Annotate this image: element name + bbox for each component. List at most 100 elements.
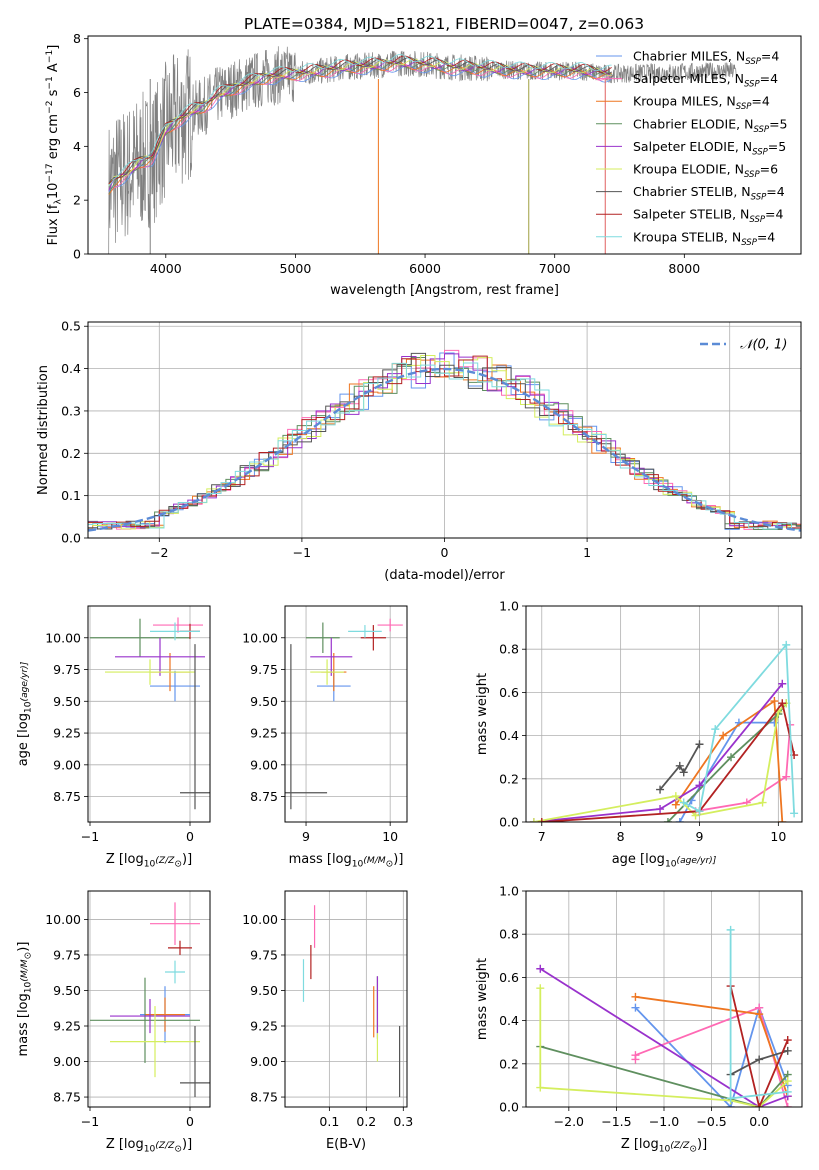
x-tick-label: 8: [617, 829, 625, 844]
legend-label: Salpeter ELODIE, NSSP=5: [633, 139, 786, 158]
y-tick-label: 9.75: [250, 662, 278, 677]
x-tick-label: 8000: [668, 261, 700, 276]
weight-marker: [671, 792, 680, 801]
legend-label: Chabrier ELODIE, NSSP=5: [633, 116, 788, 135]
weight-marker: [679, 798, 688, 807]
weight-marker: [758, 798, 767, 807]
weight-marker: [679, 768, 688, 777]
plot-area-age-vs-Z: [88, 606, 210, 822]
weight-marker: [778, 699, 787, 708]
y-tick-label: 2: [73, 193, 81, 208]
x-axis-label: (data-model)/error: [384, 568, 505, 583]
weight-line: [540, 1045, 789, 1107]
axes-mass-vs-EBV: 0.1 0.2 0.3 8.75 9.00 9.25 9.50 9.75 10.00 E(B-V): [242, 890, 413, 1152]
y-tick-label: 10.00: [45, 912, 81, 927]
x-tick-label: −2.0: [554, 1114, 584, 1129]
y-tick-label: 0: [73, 247, 81, 262]
y-tick-label: 8.75: [250, 789, 278, 804]
axes-frame: [284, 605, 408, 823]
axes-frame: [525, 605, 803, 823]
weight-marker: [755, 1010, 764, 1019]
y-tick-label: 9.25: [53, 1019, 81, 1034]
legend-label: Chabrier MILES, NSSP=4: [633, 49, 779, 68]
normal-curve: [88, 367, 801, 532]
weight-marker: [778, 818, 787, 822]
axes-weight-vs-age: 7 8 9 10 0.0 0.2 0.4 0.6 0.8 1.0 age [log10(age/yr…: [475, 599, 803, 870]
axes-age-vs-mass: 9 10 8.75 9.00 9.25 9.50 9.75 10.00 mass [log10(…: [242, 605, 408, 870]
y-axis-label: mass [log10(M/M⊙)]: [16, 942, 34, 1057]
y-axis-label: mass weight: [475, 958, 490, 1040]
legend-label: Kroupa STELIB, NSSP=4: [633, 229, 775, 248]
weight-marker: [727, 753, 736, 762]
y-tick-label: 1.0: [499, 599, 519, 614]
weight-marker: [778, 679, 787, 688]
weight-marker: [783, 1077, 792, 1086]
weight-marker: [726, 925, 735, 934]
plot-area-weight-vs-age: [526, 606, 802, 822]
y-tick-label: 0.4: [499, 1013, 519, 1028]
x-tick-label: 0: [441, 545, 449, 560]
plot-area-weight-vs-Z: [526, 891, 802, 1107]
y-tick-label: 9.50: [53, 983, 81, 998]
axes-frame: [87, 605, 211, 823]
weight-marker: [755, 1103, 764, 1107]
axes-residuals: −2 −1 0 1 2 0.0 0.1 0.2 0.3 0.4 0.5 (data-model)/er…: [36, 319, 802, 583]
y-tick-label: 8.75: [250, 1090, 278, 1105]
y-tick-label: 9.25: [250, 1019, 278, 1034]
x-tick-label: 0.1: [319, 1114, 339, 1129]
weight-marker: [675, 761, 684, 770]
y-axis-label: Flux [fλ10−17 erg cm−2 s−1 A−1]: [45, 45, 64, 246]
weight-line: [539, 968, 789, 1107]
y-tick-label: 0.2: [61, 446, 81, 461]
y-tick-label: 1.0: [499, 884, 519, 899]
weight-marker: [695, 807, 704, 816]
y-tick-label: 9.75: [53, 947, 81, 962]
y-tick-label: 0.6: [499, 685, 519, 700]
x-tick-label: −1.5: [601, 1114, 631, 1129]
y-tick-label: 0.0: [61, 531, 81, 546]
y-tick-label: 9.75: [250, 947, 278, 962]
legend-label: Kroupa ELODIE, NSSP=6: [633, 162, 778, 181]
legend-label: Salpeter STELIB, NSSP=4: [633, 207, 783, 226]
y-tick-label: 0.8: [499, 642, 519, 657]
weight-marker: [755, 1055, 764, 1064]
weight-marker: [691, 811, 700, 820]
model-spectrum-line: [108, 60, 612, 191]
legend: Chabrier MILES, NSSP=4 Salpeter MILES, NS…: [596, 49, 788, 248]
plot-area-mass-vs-Z: [88, 891, 210, 1107]
y-axis-label: mass weight: [475, 673, 490, 755]
y-tick-label: 6: [73, 85, 81, 100]
weight-marker: [663, 818, 672, 822]
y-tick-label: 0.2: [499, 771, 519, 786]
weight-marker: [783, 1046, 792, 1055]
legend-label: Chabrier STELIB, NSSP=4: [633, 184, 785, 203]
y-tick-label: 0.5: [61, 319, 81, 334]
weight-marker: [719, 731, 728, 740]
axes-frame: [87, 890, 211, 1108]
y-tick-label: 9.50: [250, 983, 278, 998]
x-tick-label: −1.0: [649, 1114, 679, 1129]
axes-age-vs-Z: −1 0 8.75 9.00 9.25 9.50 9.75 10.00 Z [log10(Z/Z…: [16, 605, 211, 870]
y-tick-label: 9.75: [53, 662, 81, 677]
x-axis-label: Z [log10(Z/Z⊙)]: [106, 852, 192, 870]
weight-marker: [695, 740, 704, 749]
x-tick-label: 7000: [539, 261, 571, 276]
x-tick-label: 0: [186, 829, 194, 844]
model-spectrum-line: [108, 54, 612, 186]
y-axis-label: age [log10(age/yr)]: [16, 661, 34, 766]
weight-line: [541, 701, 795, 822]
figure-title: PLATE=0384, MJD=51821, FIBERID=0047, z=0…: [244, 15, 644, 33]
y-tick-label: 8.75: [53, 1090, 81, 1105]
x-tick-label: −1: [81, 1114, 99, 1129]
y-tick-label: 0.3: [61, 403, 81, 418]
x-tick-label: −0.5: [696, 1114, 726, 1129]
x-tick-label: 9: [696, 829, 704, 844]
y-tick-label: 9.25: [250, 726, 278, 741]
x-tick-label: 0.0: [749, 1114, 769, 1129]
x-tick-label: 9: [302, 829, 310, 844]
weight-line: [659, 743, 701, 791]
x-axis-label: mass [log10(M/M⊙)]: [289, 852, 404, 870]
weight-line: [533, 702, 787, 822]
x-axis-label: age [log10(age/yr)]: [612, 852, 717, 870]
